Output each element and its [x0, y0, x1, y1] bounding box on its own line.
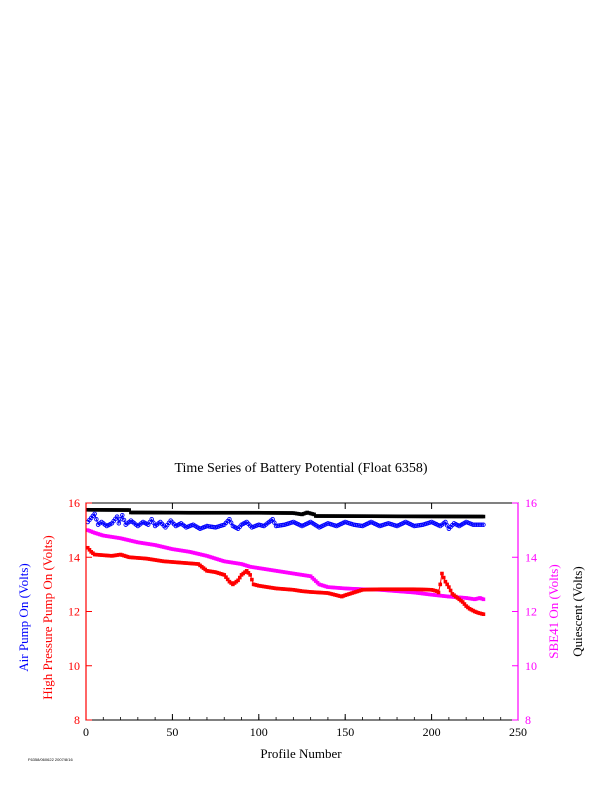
left-axis-label: High Pressure Pump On (Volts) — [40, 535, 55, 699]
data-point — [441, 575, 446, 580]
x-tick-label: 50 — [166, 725, 178, 739]
data-point — [462, 602, 467, 606]
series-0 — [85, 507, 486, 519]
data-point — [116, 521, 122, 526]
y-axis-left: 8 10 12 14 16 — [68, 496, 92, 727]
data-point — [127, 508, 131, 512]
series-3 — [85, 545, 486, 617]
data-point — [270, 517, 275, 522]
data-point — [445, 582, 449, 587]
y-tick-label-right: 16 — [525, 496, 537, 510]
plot-frame — [85, 502, 519, 721]
data-point — [479, 522, 484, 527]
right-axis-labels: SBE41 On (Volts) Quiescent (Volts) — [546, 564, 585, 658]
left-axis-label: Air Pump On (Volts) — [16, 563, 31, 671]
data-point — [481, 597, 486, 602]
data-point — [443, 579, 448, 584]
y-tick-label-left: 10 — [68, 659, 80, 673]
data-point — [244, 569, 249, 573]
data-point — [246, 571, 251, 575]
data-point — [149, 517, 154, 522]
y-tick-label-right: 8 — [525, 713, 531, 727]
right-axis-label: Quiescent (Volts) — [570, 566, 585, 656]
data-point — [481, 612, 486, 617]
data-point — [92, 511, 97, 517]
y-tick-label-left: 12 — [68, 605, 80, 619]
data-point — [481, 514, 486, 519]
footnote: F6358/060622 2007/8/16 — [28, 757, 73, 762]
data-point — [250, 577, 254, 582]
left-axis-labels: Air Pump On (Volts) High Pressure Pump On… — [16, 535, 55, 699]
x-tick-label: 250 — [509, 725, 527, 739]
data-point — [236, 578, 240, 583]
y-tick-label-right: 14 — [525, 550, 537, 564]
data-point — [224, 575, 228, 579]
x-axis-label: Profile Number — [260, 746, 342, 761]
data-point — [436, 590, 441, 595]
data-point — [481, 522, 486, 527]
data-point — [227, 517, 232, 522]
data-point — [151, 520, 156, 525]
data-point — [447, 585, 451, 589]
y-axis-right: 8 10 12 14 16 — [512, 496, 537, 727]
x-tick-label: 0 — [83, 725, 89, 739]
data-point — [440, 571, 444, 576]
series-1 — [85, 511, 486, 532]
data-point — [460, 600, 465, 604]
data-point — [272, 520, 277, 525]
data-point — [120, 512, 125, 518]
data-point — [94, 517, 99, 522]
data-point — [438, 582, 443, 587]
data-point — [121, 517, 127, 523]
x-tick-label: 150 — [336, 725, 354, 739]
data-point — [87, 547, 92, 552]
x-tick-label: 100 — [250, 725, 268, 739]
y-tick-label-right: 10 — [525, 659, 537, 673]
plot-area — [85, 507, 486, 617]
data-point — [225, 577, 230, 582]
data-point — [237, 575, 242, 580]
data-point — [443, 519, 448, 525]
data-point — [114, 514, 120, 519]
data-point — [448, 588, 453, 593]
chart-title: Time Series of Battery Potential (Float … — [174, 461, 427, 476]
y-tick-label-left: 16 — [68, 496, 80, 510]
data-point — [444, 523, 450, 528]
data-point — [85, 545, 90, 550]
right-axis-label: SBE41 On (Volts) — [546, 564, 561, 658]
y-tick-label-right: 12 — [525, 605, 537, 619]
x-tick-label: 200 — [423, 725, 441, 739]
y-tick-label-left: 8 — [74, 713, 80, 727]
data-point — [222, 573, 227, 577]
data-point — [228, 520, 234, 525]
data-point — [248, 573, 252, 577]
y-tick-label-left: 14 — [68, 550, 80, 564]
x-axis: 0 50 100 150 200 250 — [83, 503, 527, 739]
